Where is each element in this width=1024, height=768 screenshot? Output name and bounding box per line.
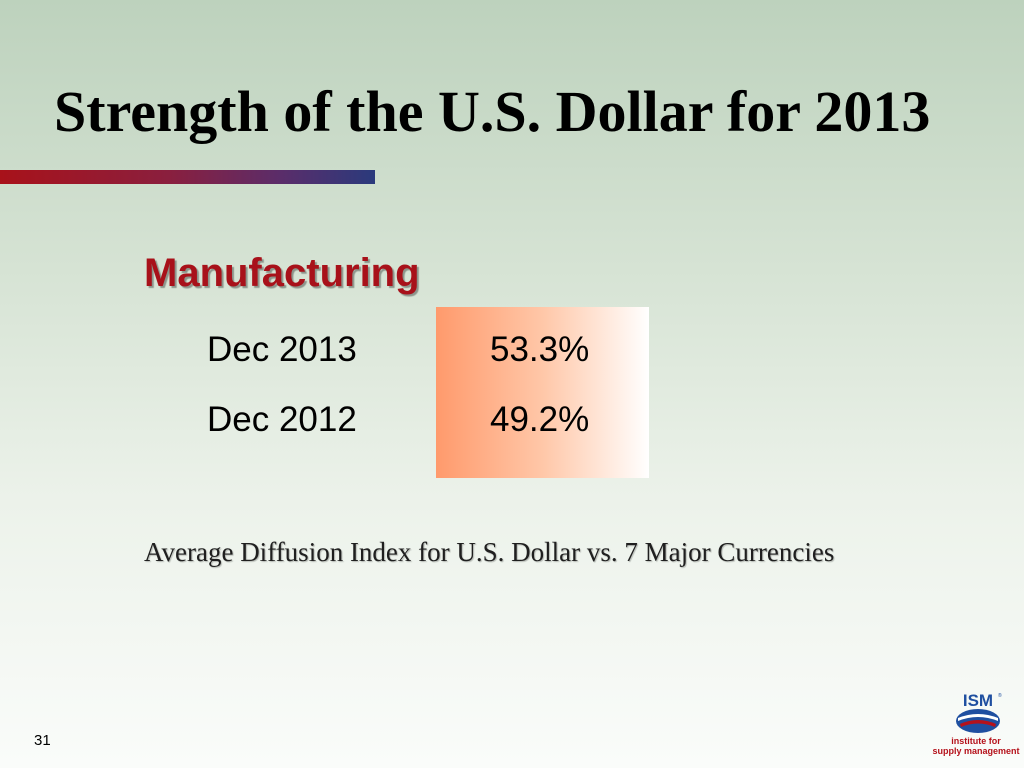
svg-text:®: ® (998, 692, 1002, 699)
value-highlight-box (436, 307, 649, 478)
logo-name-line-1: institute for (951, 736, 1001, 746)
row-value: 53.3% (490, 330, 590, 369)
ism-logo-wordmark: institute for supply management (930, 736, 1022, 756)
logo-name-line-2: supply management (932, 746, 1020, 756)
section-heading: Manufacturing (144, 251, 420, 295)
title-accent-bar (0, 170, 375, 184)
index-caption: Average Diffusion Index for U.S. Dollar … (144, 537, 835, 567)
svg-text:ISM: ISM (963, 691, 993, 710)
row-label: Dec 2013 (207, 330, 357, 369)
table-row: Dec 2012 49.2% (0, 395, 1024, 445)
row-label: Dec 2012 (207, 400, 357, 439)
row-value: 49.2% (490, 400, 590, 439)
ism-logo: ISM ® institute for supply management (930, 690, 1022, 766)
slide-title: Strength of the U.S. Dollar for 2013 (54, 79, 931, 144)
page-number: 31 (34, 732, 51, 749)
table-row: Dec 2013 53.3% (0, 325, 1024, 375)
ism-logo-icon: ISM ® (956, 691, 1002, 733)
